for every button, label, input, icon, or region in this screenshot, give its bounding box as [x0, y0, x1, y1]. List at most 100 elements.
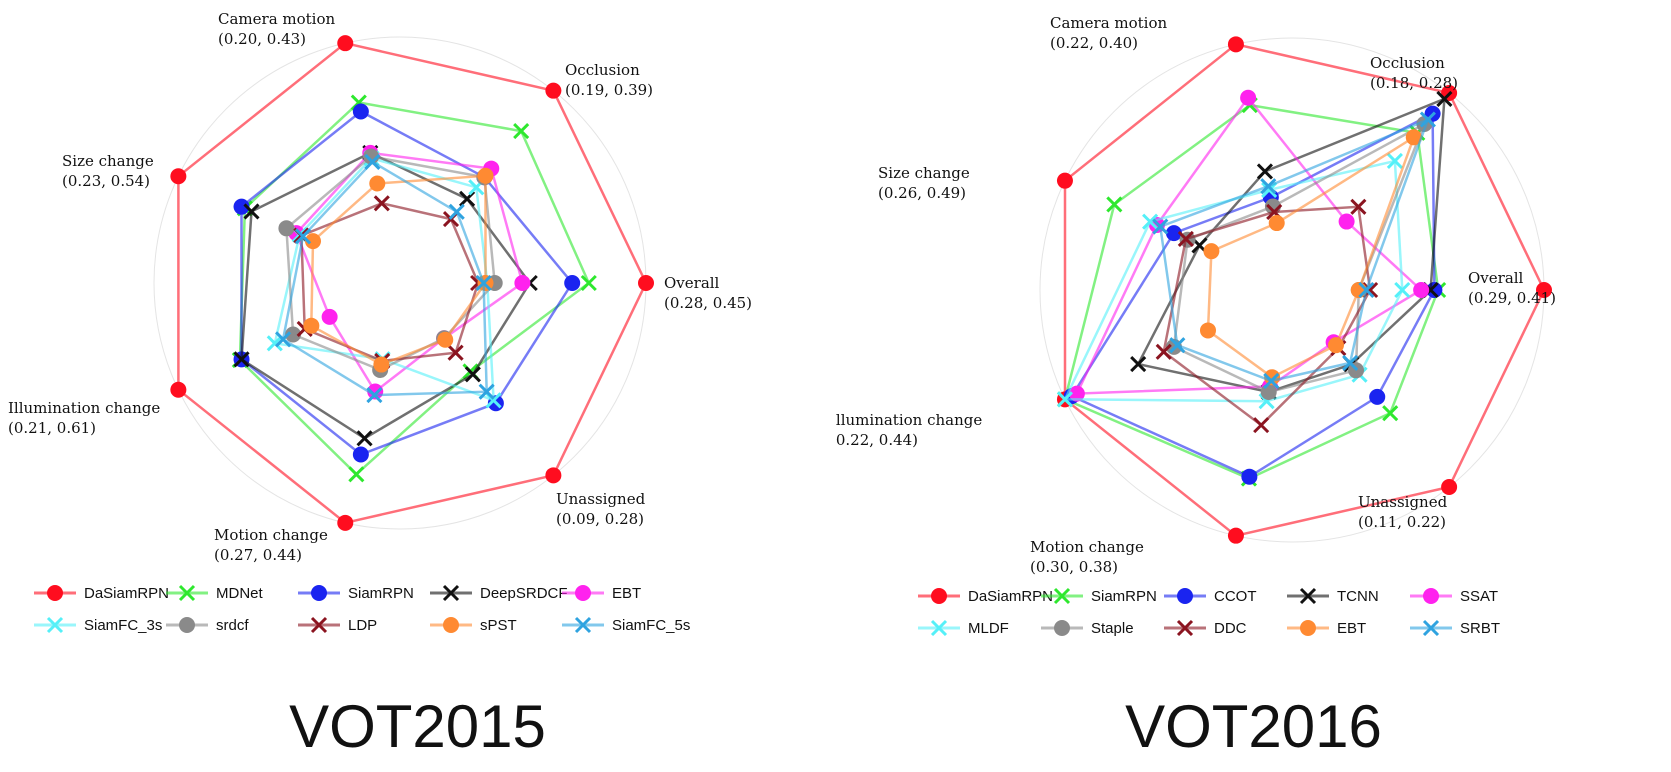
data-point: [1338, 213, 1355, 230]
legend-label: SiamFC_3s: [84, 617, 162, 634]
data-point: [437, 331, 454, 348]
data-point: [513, 122, 530, 140]
legend-marker: [46, 616, 64, 634]
legend-item-ddc: DDC: [1164, 619, 1247, 637]
data-point: [348, 466, 365, 483]
data-point: [545, 467, 562, 484]
data-point: [1260, 383, 1277, 400]
axis-label-motion-change: Motion change: [1030, 538, 1144, 556]
chart-title-vot2015: VOT2015: [289, 693, 546, 760]
series-line-srbt: [1158, 117, 1431, 383]
axis-label-occlusion: Occlusion: [565, 61, 640, 79]
axis-range-overall: (0.28, 0.45): [664, 294, 752, 312]
data-point: [352, 446, 369, 463]
data-point: [448, 203, 465, 220]
data-point: [1268, 215, 1285, 232]
data-point: [1394, 281, 1411, 299]
data-point: [1199, 322, 1216, 339]
legend-item-ebt: EBT: [562, 585, 641, 602]
data-point: [278, 220, 295, 237]
legend-marker: [1299, 587, 1317, 605]
data-point: [369, 175, 386, 192]
data-point: [1155, 343, 1172, 360]
legend-marker: [1422, 619, 1440, 637]
legend-label: LDP: [348, 617, 377, 634]
data-point: [1358, 281, 1375, 299]
data-point: [170, 381, 187, 398]
axis-label-illumination-change: Illumination change: [8, 399, 160, 417]
series-spst: [303, 167, 494, 373]
data-point: [1068, 385, 1085, 402]
axis-label-size-change: Size change: [878, 164, 970, 182]
legend-marker: [1300, 620, 1316, 636]
axis-label-illumination-change: Illumination change: [836, 411, 982, 429]
data-point: [373, 195, 390, 212]
legend-item-spst: sPST: [430, 617, 517, 634]
data-point: [1152, 218, 1169, 235]
data-point: [1130, 356, 1147, 373]
legend-marker: [1423, 588, 1439, 604]
legend-item-siamfc-3s: SiamFC_3s: [34, 616, 162, 634]
axis-range-camera-motion: (0.20, 0.43): [218, 30, 306, 48]
series-line-mldf: [1063, 159, 1404, 403]
series-line-ebt: [1206, 134, 1417, 379]
data-point: [1256, 163, 1274, 180]
axis-label-motion-change: Motion change: [214, 526, 328, 544]
legend-marker: [1054, 620, 1070, 636]
data-point: [1056, 172, 1073, 189]
data-point: [1264, 369, 1281, 386]
data-point: [366, 387, 383, 404]
series-line-spst: [310, 174, 487, 366]
legend-item-ldp: LDP: [298, 616, 377, 634]
axis-range-motion-change: (0.30, 0.38): [1030, 558, 1118, 576]
series-line-siamfc-5s: [281, 160, 488, 397]
data-point: [243, 203, 260, 220]
data-point: [1441, 479, 1458, 496]
data-point: [1241, 468, 1258, 485]
data-point: [564, 275, 581, 291]
series-line-ldp: [300, 201, 480, 363]
axis-label-camera-motion: Camera motion: [1050, 14, 1168, 32]
legend-marker: [574, 616, 592, 634]
legend-item-siamrpn: SiamRPN: [1041, 587, 1157, 605]
legend-label: CCOT: [1214, 588, 1257, 605]
data-point: [477, 167, 494, 184]
axis-label-overall: Overall: [664, 274, 720, 292]
legend-label: srdcf: [216, 617, 249, 634]
legend-marker: [179, 617, 195, 633]
data-point: [545, 82, 562, 99]
legend-item-srdcf: srdcf: [166, 617, 249, 634]
data-point: [1240, 89, 1257, 106]
legend: DaSiamRPN SiamRPN CCOT TCNN SSAT MLDF Staple DD…: [918, 587, 1500, 637]
legend-marker: [443, 617, 459, 633]
axis-range-unassigned: (0.09, 0.28): [556, 510, 644, 528]
legend-item-dasiamrpn: DaSiamRPN: [34, 585, 169, 602]
data-point: [305, 233, 322, 250]
data-point: [337, 35, 354, 52]
data-point: [285, 326, 302, 343]
legend-label: TCNN: [1337, 588, 1379, 605]
legend-marker: [310, 616, 328, 634]
data-point: [233, 351, 250, 368]
data-point: [170, 168, 187, 185]
legend-marker: [1177, 588, 1193, 604]
axis-range-illumination-change: (0.22, 0.44): [836, 431, 918, 449]
data-point: [1165, 225, 1182, 242]
series-line-dasiamrpn: [1063, 42, 1546, 538]
data-point: [1369, 388, 1386, 405]
legend-label: DaSiamRPN: [968, 588, 1053, 605]
axis-range-size-change: (0.23, 0.54): [62, 172, 150, 190]
axis-range-motion-change: (0.27, 0.44): [214, 546, 302, 564]
legend-label: SRBT: [1460, 620, 1500, 637]
data-point: [337, 514, 354, 531]
axis-range-occlusion: (0.18, 0.28): [1370, 74, 1458, 92]
series-line-ccot: [1069, 111, 1436, 479]
data-point: [1350, 198, 1367, 215]
legend-item-ebt: EBT: [1287, 620, 1366, 637]
data-point: [1382, 405, 1399, 422]
data-point: [321, 308, 338, 325]
legend-item-ssat: SSAT: [1410, 588, 1498, 605]
legend-label: EBT: [1337, 620, 1366, 637]
data-point: [514, 275, 531, 291]
series-line-dasiamrpn: [177, 41, 648, 525]
